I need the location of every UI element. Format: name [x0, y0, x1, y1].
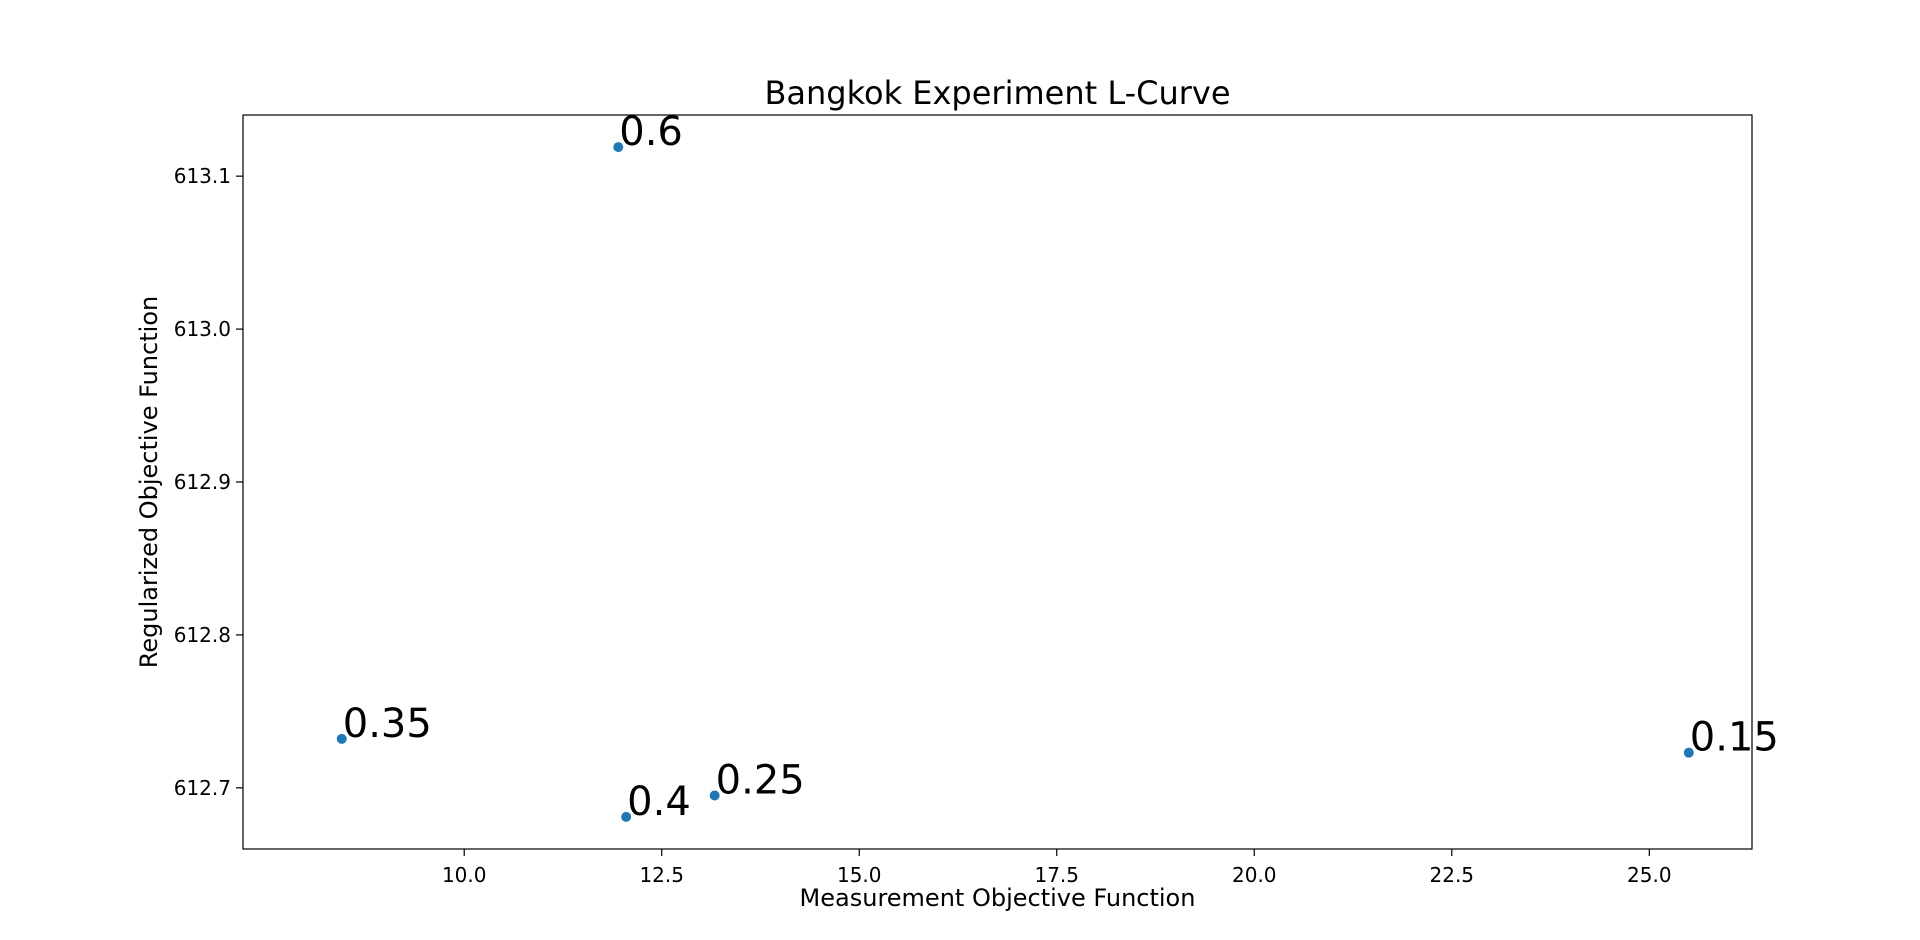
point-label: 0.25 — [716, 757, 805, 803]
point-label: 0.35 — [343, 701, 432, 747]
y-axis-title: Regularized Objective Function — [135, 296, 163, 668]
data-point — [621, 811, 632, 822]
x-axis-title: Measurement Objective Function — [800, 884, 1196, 912]
x-tick-label: 17.5 — [1034, 863, 1079, 887]
y-axis: 612.7 612.8 612.9 613.0 613.1 — [174, 164, 243, 800]
x-tick-label: 10.0 — [442, 863, 487, 887]
y-tick-label: 612.8 — [174, 623, 231, 647]
data-point — [709, 790, 720, 801]
data-point — [613, 142, 624, 153]
x-tick-label: 12.5 — [639, 863, 684, 887]
point-label: 0.4 — [627, 779, 691, 825]
point-label: 0.15 — [1690, 715, 1779, 761]
data-points: 0.6 0.35 0.4 0.25 0.15 — [336, 109, 1779, 825]
x-axis: 10.0 12.5 15.0 17.5 20.0 22.5 25.0 — [442, 849, 1672, 887]
y-tick-label: 613.0 — [174, 317, 231, 341]
data-point — [1683, 747, 1694, 758]
y-tick-label: 612.7 — [174, 776, 231, 800]
y-tick-label: 612.9 — [174, 470, 231, 494]
plot-area-frame — [242, 114, 1753, 850]
chart-title: Bangkok Experiment L-Curve — [764, 74, 1230, 112]
x-tick-label: 20.0 — [1232, 863, 1277, 887]
x-tick-label: 15.0 — [837, 863, 882, 887]
point-label: 0.6 — [619, 109, 683, 155]
x-tick-label: 22.5 — [1430, 863, 1475, 887]
data-point — [336, 733, 347, 744]
x-tick-label: 25.0 — [1627, 863, 1672, 887]
y-tick-label: 613.1 — [174, 164, 231, 188]
